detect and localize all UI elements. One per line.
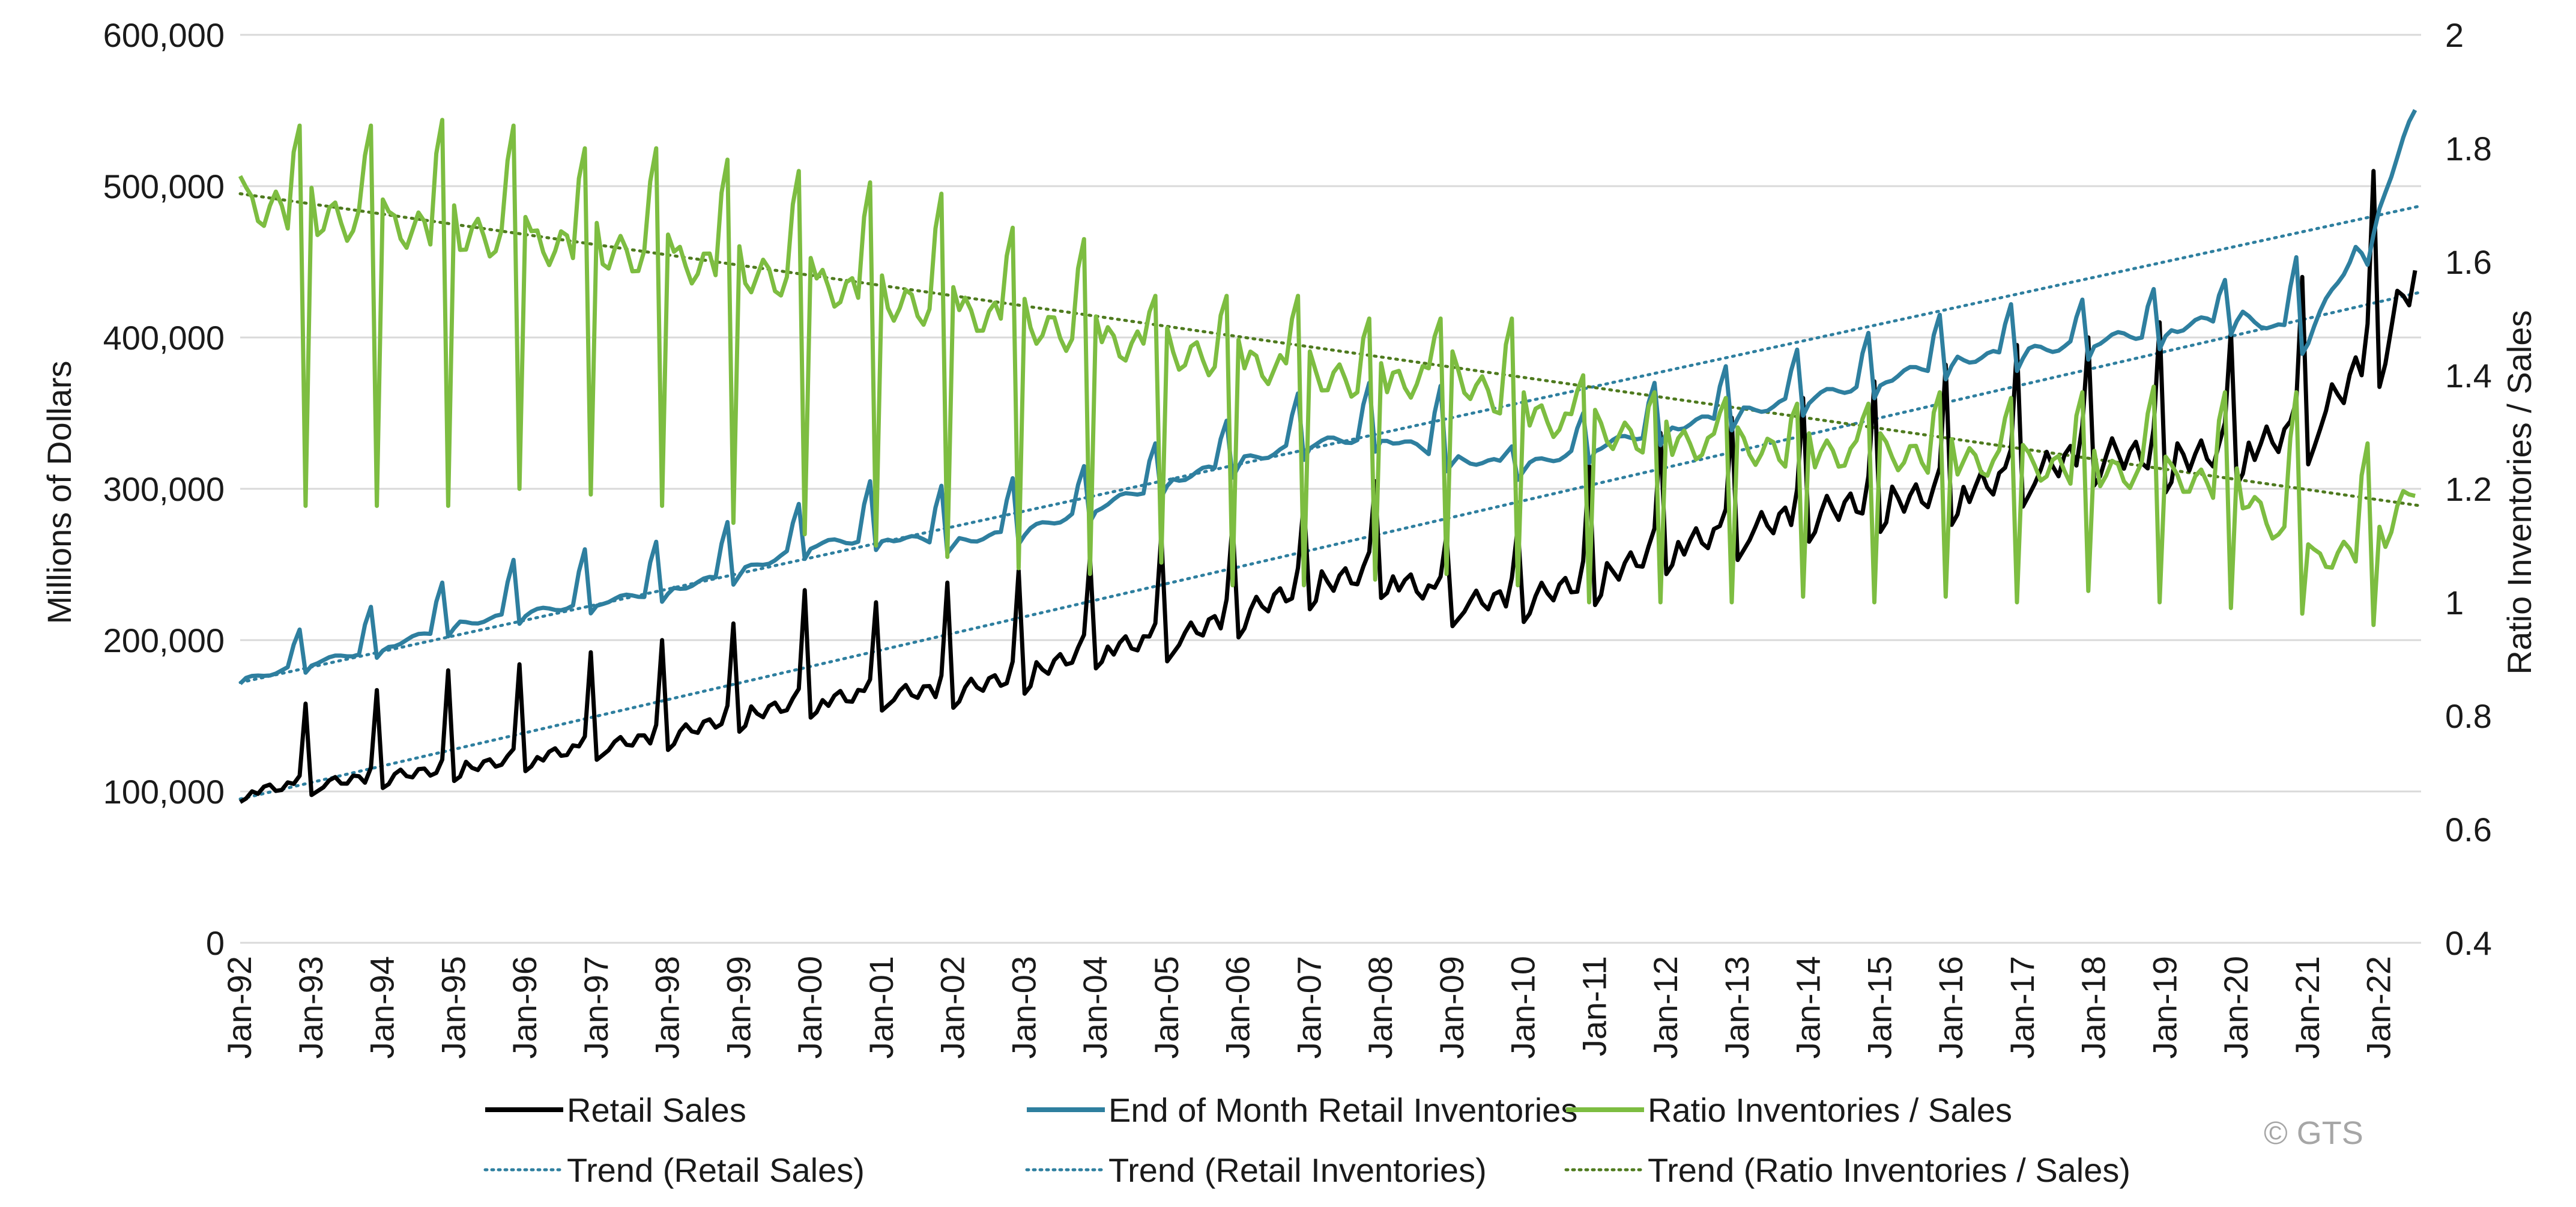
x-tick-label: Jan-16: [1932, 956, 1970, 1059]
x-tick-label: Jan-18: [2075, 956, 2112, 1059]
y-tick-label: 500,000: [103, 168, 225, 205]
y2-tick-label: 0.4: [2445, 924, 2492, 962]
x-tick-label: Jan-13: [1718, 956, 1756, 1059]
y2-tick-label: 1.2: [2445, 470, 2492, 508]
x-tick-label: Jan-02: [934, 956, 972, 1059]
y-axis-ticks: 0 100,000 200,000 300,000 400,000 500,000 600,…: [103, 16, 225, 962]
y2-tick-label: 1: [2445, 584, 2464, 622]
y2-tick-label: 0.6: [2445, 811, 2492, 849]
x-tick-label: Jan-17: [2003, 956, 2041, 1059]
y2-tick-label: 1.8: [2445, 130, 2492, 168]
y2-tick-label: 2: [2445, 16, 2464, 54]
trend-retail-sales: [238, 290, 2423, 801]
x-tick-label: Jan-19: [2145, 956, 2183, 1059]
x-tick-label: Jan-98: [649, 956, 686, 1059]
grid-layer: [240, 34, 2421, 944]
x-tick-label: Jan-08: [1361, 956, 1399, 1059]
y2-tick-label: 1.4: [2445, 357, 2492, 395]
trend-ratio: [238, 192, 2423, 507]
x-tick-label: Jan-12: [1646, 956, 1684, 1059]
legend-label-trend-inventories: Trend (Retail Inventories): [1108, 1151, 1487, 1189]
y-tick-label: 200,000: [103, 622, 225, 659]
x-tick-label: Jan-00: [791, 956, 829, 1059]
x-tick-label: Jan-04: [1076, 956, 1114, 1059]
legend-label-ratio: Ratio Inventories / Sales: [1648, 1091, 2012, 1129]
x-tick-label: Jan-11: [1575, 956, 1613, 1056]
x-tick-label: Jan-01: [862, 956, 900, 1059]
y-axis-title: Millions of Dollars: [40, 361, 78, 625]
x-axis-ticks: Jan-92 Jan-93 Jan-94 Jan-95 Jan-96 Jan-97 Jan-…: [220, 956, 2398, 1059]
legend-label-trend-sales: Trend (Retail Sales): [567, 1151, 865, 1189]
x-tick-label: Jan-94: [363, 956, 401, 1059]
x-tick-label: Jan-15: [1860, 956, 1898, 1059]
x-tick-label: Jan-22: [2360, 956, 2398, 1059]
series-retail-sales: [239, 169, 2417, 804]
legend-label-inventories: End of Month Retail Inventories: [1108, 1091, 1577, 1129]
x-tick-label: Jan-95: [434, 956, 472, 1059]
x-tick-label: Jan-97: [577, 956, 615, 1059]
x-tick-label: Jan-14: [1789, 956, 1827, 1059]
y2-axis-title: Ratio Inventories / Sales: [2500, 310, 2538, 675]
y-tick-label: 400,000: [103, 319, 225, 357]
x-tick-label: Jan-99: [719, 956, 757, 1059]
y-tick-label: 600,000: [103, 16, 225, 54]
series-retail-inventories: [238, 109, 2417, 685]
x-tick-label: Jan-09: [1433, 956, 1471, 1059]
legend-label-retail-sales: Retail Sales: [567, 1091, 746, 1129]
x-tick-label: Jan-06: [1219, 956, 1257, 1059]
legend: Retail Sales End of Month Retail Invento…: [483, 1091, 2130, 1189]
y2-axis-ticks: 0.4 0.6 0.8 1 1.2 1.4 1.6 1.8 2: [2445, 16, 2492, 962]
x-tick-label: Jan-20: [2217, 956, 2255, 1059]
x-tick-label: Jan-21: [2288, 956, 2326, 1059]
legend-label-trend-ratio: Trend (Ratio Inventories / Sales): [1648, 1151, 2130, 1189]
x-tick-label: Jan-96: [506, 956, 543, 1059]
series-layer: [238, 109, 2423, 804]
y-tick-label: 0: [206, 924, 225, 962]
series-ratio: [238, 118, 2416, 628]
trend-retail-inventories: [238, 204, 2423, 685]
copyright-text: © GTS: [2264, 1115, 2363, 1151]
x-tick-label: Jan-10: [1504, 956, 1542, 1059]
x-tick-label: Jan-92: [220, 956, 258, 1059]
x-tick-label: Jan-93: [292, 956, 330, 1059]
x-tick-label: Jan-05: [1147, 956, 1185, 1059]
x-tick-label: Jan-07: [1290, 956, 1328, 1059]
y2-tick-label: 1.6: [2445, 243, 2492, 281]
y2-tick-label: 0.8: [2445, 697, 2492, 735]
y-tick-label: 100,000: [103, 773, 225, 811]
y-tick-label: 300,000: [103, 470, 225, 508]
x-tick-label: Jan-03: [1005, 956, 1042, 1059]
